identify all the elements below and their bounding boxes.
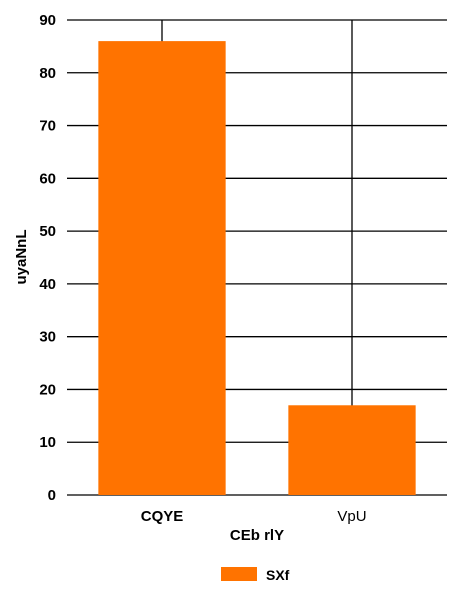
x-axis-title: CEb rlY <box>230 527 284 544</box>
x-tick-label-1: VpU <box>337 508 366 525</box>
bars <box>98 41 416 495</box>
y-tick-label-40: 40 <box>39 276 56 293</box>
y-tick-label-30: 30 <box>39 329 56 346</box>
y-tick-label-0: 0 <box>48 487 56 504</box>
y-tick-label-90: 90 <box>39 12 56 29</box>
y-tick-label-70: 70 <box>39 118 56 135</box>
y-tick-label-50: 50 <box>39 223 56 240</box>
y-tick-label-60: 60 <box>39 170 56 187</box>
y-tick-label-20: 20 <box>39 381 56 398</box>
legend-label: SXf <box>266 567 290 583</box>
legend: SXf <box>221 567 290 583</box>
bar-CQYE <box>98 41 226 495</box>
y-axis-title: uyaNnL <box>13 229 30 284</box>
y-tick-label-10: 10 <box>39 434 56 451</box>
bar-VpU <box>288 405 416 495</box>
x-tick-label-0: CQYE <box>141 508 184 525</box>
x-axis-ticks: CQYE VpU <box>141 508 367 525</box>
y-tick-label-80: 80 <box>39 65 56 82</box>
legend-swatch <box>221 567 257 581</box>
y-axis-ticks: 0 10 20 30 40 50 60 70 80 90 <box>39 12 56 504</box>
